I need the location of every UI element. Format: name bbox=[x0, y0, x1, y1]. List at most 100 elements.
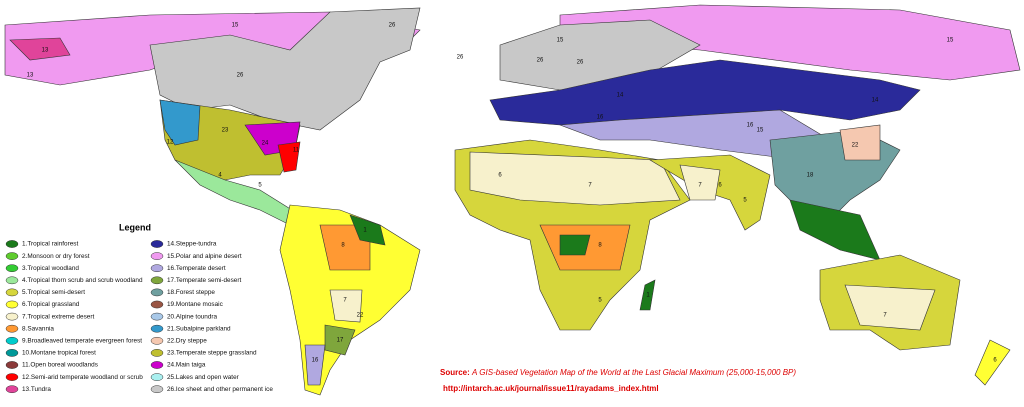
region-label: 16 bbox=[747, 123, 754, 129]
legend-label: 14.Steppe-tundra bbox=[167, 241, 217, 248]
region-label: 8 bbox=[598, 243, 602, 249]
legend-swatch bbox=[5, 300, 19, 309]
region-label: 7 bbox=[698, 183, 702, 189]
legend-label: 11.Open boreal woodlands bbox=[22, 362, 98, 369]
region-label: 26 bbox=[537, 58, 544, 64]
region bbox=[844, 284, 936, 331]
legend-swatch bbox=[5, 276, 19, 285]
region-label: 7 bbox=[588, 183, 592, 189]
legend-swatch bbox=[150, 300, 164, 309]
region bbox=[789, 199, 881, 261]
legend-swatch bbox=[150, 336, 164, 345]
legend-label: 12.Semi-arid temperate woodland or scrub bbox=[22, 374, 143, 381]
region bbox=[974, 339, 1011, 386]
legend-label: 4.Tropical thorn scrub and scrub woodlan… bbox=[22, 277, 143, 284]
legend-label: 25.Lakes and open water bbox=[167, 374, 240, 381]
region-label: 1 bbox=[363, 228, 367, 234]
legend-swatch bbox=[150, 276, 164, 285]
legend-swatch bbox=[5, 312, 19, 321]
region bbox=[159, 99, 201, 146]
legend-label: 10.Montane tropical forest bbox=[22, 350, 96, 357]
legend-label: 13.Tundra bbox=[22, 386, 51, 393]
source-citation: Source: A GIS-based Vegetation Map of th… bbox=[440, 368, 796, 377]
region bbox=[9, 37, 71, 61]
region bbox=[329, 289, 363, 323]
region-label: 15 bbox=[757, 128, 764, 134]
legend-label: 7.Tropical extreme desert bbox=[22, 313, 94, 320]
legend-swatch bbox=[5, 336, 19, 345]
region bbox=[559, 234, 591, 256]
legend-label: 2.Monsoon or dry forest bbox=[22, 253, 90, 260]
legend-swatch bbox=[150, 264, 164, 273]
region-label: 14 bbox=[617, 93, 624, 99]
region-label: 17 bbox=[337, 338, 344, 344]
region-label: 24 bbox=[262, 141, 269, 147]
region bbox=[839, 124, 881, 161]
region bbox=[349, 214, 386, 246]
legend-swatch bbox=[5, 349, 19, 357]
region-label: 22 bbox=[357, 313, 364, 319]
legend-title: Legend bbox=[119, 222, 151, 232]
region-label: 22 bbox=[852, 143, 859, 149]
legend-swatch bbox=[5, 264, 19, 273]
legend-swatch bbox=[150, 288, 164, 297]
region-label: 26 bbox=[389, 23, 396, 29]
legend-label: 19.Montane mosaic bbox=[167, 301, 224, 308]
legend-label: 18.Forest steppe bbox=[167, 289, 215, 296]
legend-label: 3.Tropical woodland bbox=[22, 265, 79, 272]
region-label: 23 bbox=[222, 128, 229, 134]
region-label: 15 bbox=[947, 38, 954, 44]
legend-swatch bbox=[5, 373, 19, 381]
legend-label: 22.Dry steppe bbox=[167, 337, 207, 344]
legend-label: 16.Temperate desert bbox=[167, 265, 226, 272]
region-label: 5 bbox=[743, 198, 747, 204]
source-title: A GIS-based Vegetation Map of the World … bbox=[471, 368, 796, 377]
legend-label: 8.Savannia bbox=[22, 325, 54, 332]
region-label: 6 bbox=[993, 358, 997, 364]
legend-swatch bbox=[150, 373, 164, 381]
legend-label: 15.Polar and alpine desert bbox=[167, 253, 242, 260]
region-label: 16 bbox=[597, 115, 604, 121]
legend-swatch bbox=[5, 240, 19, 248]
legend-label: 23.Temperate steppe grassland bbox=[167, 350, 257, 357]
legend-label: 9.Broadleaved temperate evergreen forest bbox=[22, 337, 142, 344]
source-label: Source: bbox=[440, 368, 470, 377]
legend-swatch bbox=[150, 240, 164, 248]
legend-label: 6.Tropical grassland bbox=[22, 301, 80, 308]
source-url[interactable]: http://intarch.ac.uk/journal/issue11/ray… bbox=[443, 384, 659, 393]
legend-label: 5.Tropical semi-desert bbox=[22, 289, 85, 296]
legend-swatch bbox=[150, 361, 164, 369]
region-label: 26 bbox=[237, 73, 244, 79]
region bbox=[304, 344, 326, 386]
region-label: 5 bbox=[598, 298, 602, 304]
legend-swatch bbox=[150, 324, 164, 333]
legend-swatch bbox=[5, 385, 19, 394]
legend-swatch bbox=[150, 252, 164, 260]
legend-label: 21.Subalpine parkland bbox=[167, 325, 231, 332]
region-label: 16 bbox=[312, 358, 319, 364]
region-label: 12 bbox=[167, 140, 174, 146]
region-label: 1 bbox=[646, 293, 650, 299]
region bbox=[679, 164, 721, 201]
legend-label: 20.Alpine toundra bbox=[167, 313, 218, 320]
region-label: 8 bbox=[341, 243, 345, 249]
legend-swatch bbox=[5, 288, 19, 297]
legend-label: 17.Temperate semi-desert bbox=[167, 277, 241, 284]
legend-swatch bbox=[5, 252, 19, 260]
legend-label: 26.Ice sheet and other permanent ice bbox=[167, 386, 273, 393]
region bbox=[324, 324, 356, 356]
legend-swatch bbox=[150, 349, 164, 357]
legend-swatch bbox=[5, 324, 19, 333]
region-label: 11 bbox=[293, 148, 300, 154]
legend-swatch bbox=[150, 312, 164, 321]
region-label: 26 bbox=[457, 55, 464, 61]
legend-label: 24.Main taiga bbox=[167, 362, 206, 369]
region bbox=[319, 224, 371, 271]
region bbox=[277, 141, 301, 173]
region-label: 6 bbox=[718, 183, 722, 189]
region-label: 7 bbox=[343, 298, 347, 304]
region-label: 15 bbox=[232, 23, 239, 29]
region-label: 5 bbox=[258, 183, 262, 189]
region-label: 4 bbox=[218, 173, 222, 179]
